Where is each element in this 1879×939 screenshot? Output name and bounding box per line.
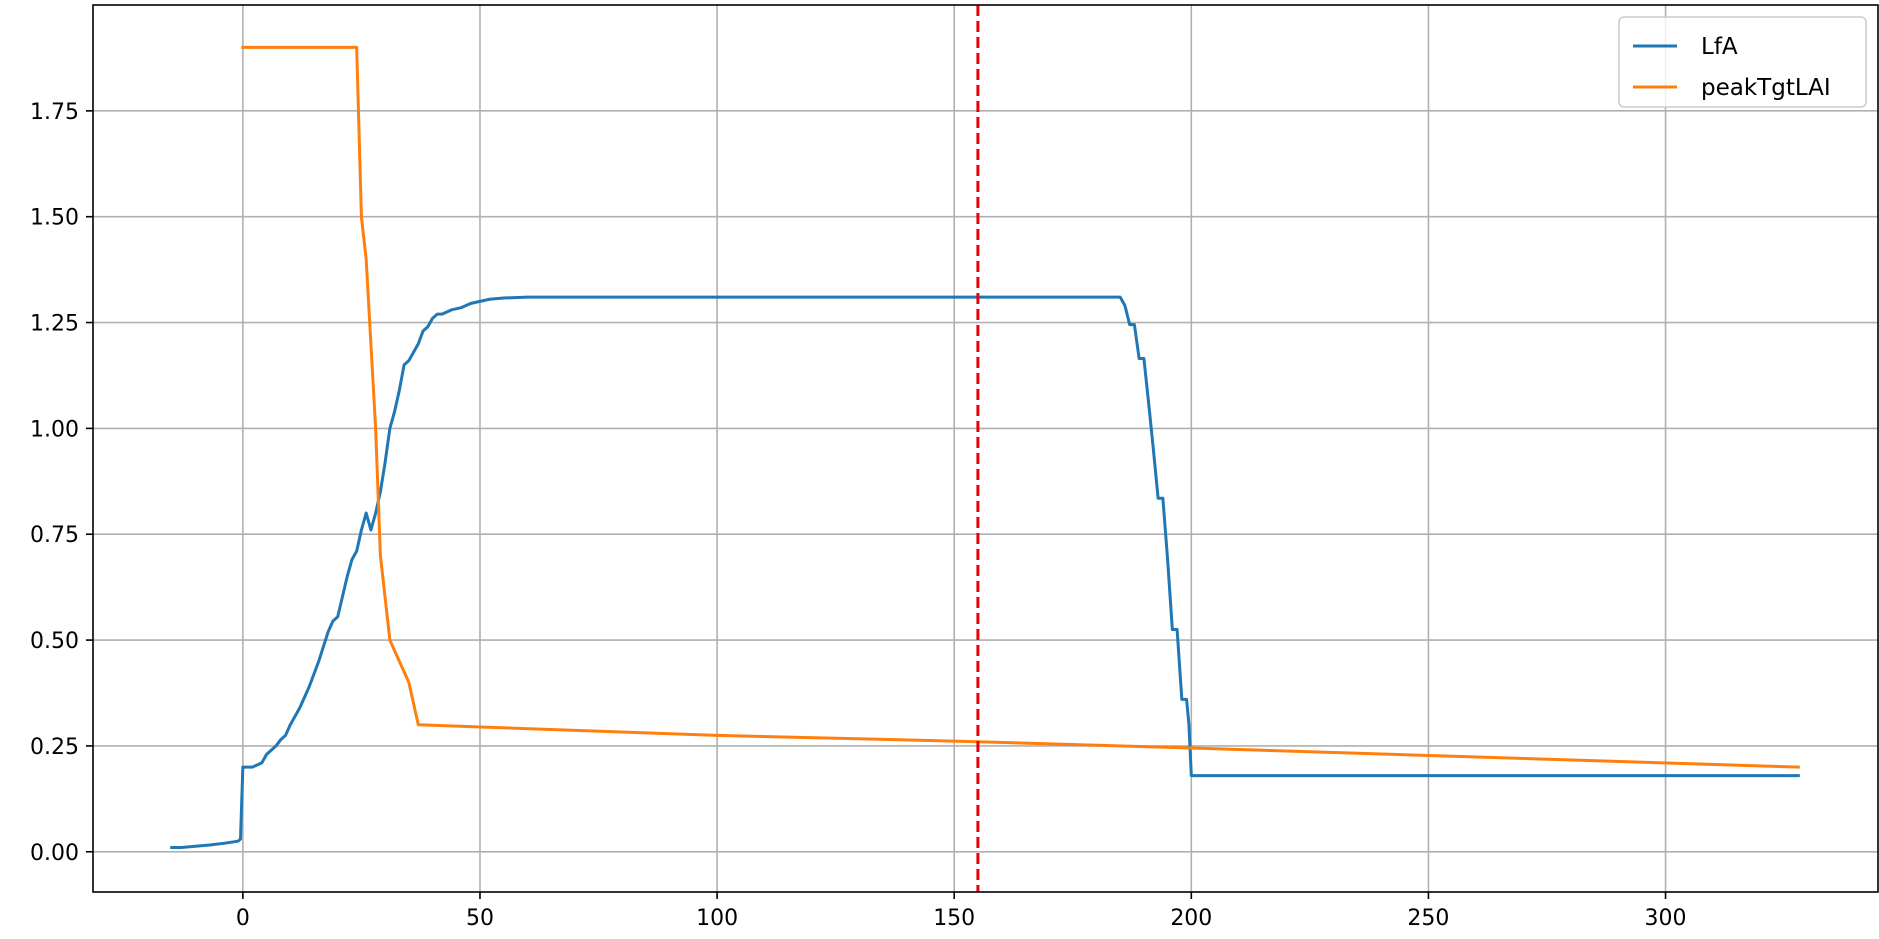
series-lines <box>170 45 1800 850</box>
y-tick-label: 1.50 <box>30 206 79 231</box>
legend-label: LfA <box>1701 34 1738 60</box>
x-tick-label: 250 <box>1407 906 1449 931</box>
legend: LfA peakTgtLAI <box>1618 16 1867 108</box>
legend-box <box>1618 16 1867 108</box>
x-tick-label: 200 <box>1170 906 1212 931</box>
axis-ticks: 0 50 100 150 200 250 300 0.00 0.25 0.50 0.75 1.00 1.… <box>30 100 1687 931</box>
series-line-peaktgtlai <box>241 45 1800 769</box>
series-line-lfa <box>170 295 1800 850</box>
y-tick-label: 0.50 <box>30 629 79 654</box>
y-tick-label: 1.00 <box>30 417 79 442</box>
y-tick-label: 0.25 <box>30 735 79 760</box>
y-tick-label: 1.75 <box>30 100 79 125</box>
x-tick-label: 300 <box>1645 906 1687 931</box>
y-tick-label: 0.00 <box>30 841 79 866</box>
x-tick-label: 50 <box>466 906 494 931</box>
x-tick-label: 150 <box>933 906 975 931</box>
y-tick-label: 0.75 <box>30 523 79 548</box>
y-tick-label: 1.25 <box>30 312 79 337</box>
plot-frame <box>92 4 1879 893</box>
legend-label: peakTgtLAI <box>1701 75 1831 101</box>
x-tick-label: 0 <box>236 906 250 931</box>
x-tick-label: 100 <box>696 906 738 931</box>
